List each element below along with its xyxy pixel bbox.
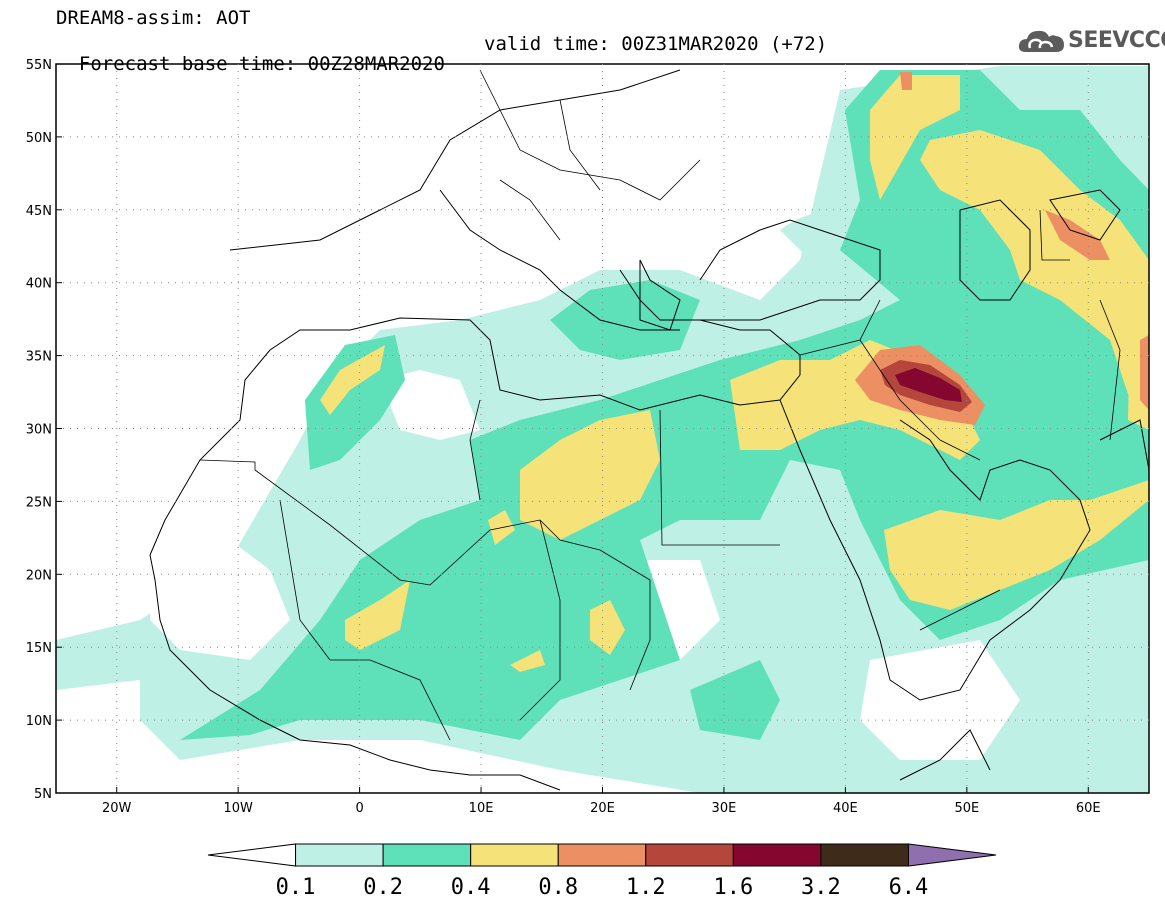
lon-label: 60E [1076, 801, 1101, 816]
colorbar-label: 0.2 [363, 875, 403, 900]
lat-label: 40N [26, 277, 52, 292]
grid-lines [56, 64, 1149, 793]
aot-field [56, 66, 1149, 793]
colorbar-cell [295, 843, 384, 867]
lon-label: 10W [223, 801, 253, 816]
colorbar-label: 1.6 [713, 875, 753, 900]
aot-level-1.6 [895, 368, 962, 402]
lat-label: 20N [26, 568, 52, 583]
lat-label: 30N [26, 423, 52, 438]
lat-label: 55N [26, 58, 52, 73]
lon-label: 10E [469, 801, 494, 816]
lon-label: 20E [590, 801, 615, 816]
lat-label: 25N [26, 495, 52, 510]
lon-label: 30E [712, 801, 737, 816]
colorbar-cell [732, 843, 822, 867]
lon-label: 40E [833, 801, 858, 816]
colorbar-labels: 0.1 0.2 0.4 0.8 1.2 1.6 3.2 6.4 [276, 875, 929, 900]
colorbar-label: 0.4 [451, 875, 491, 900]
lon-label: 50E [954, 801, 979, 816]
cloud-icon [1018, 30, 1064, 52]
colorbar-cell [207, 843, 297, 867]
logo-text: SEEVCCC [1068, 28, 1165, 53]
country-borders [199, 69, 1121, 741]
colorbar-label: 1.2 [626, 875, 666, 900]
lat-label: 45N [26, 204, 52, 219]
seevccc-logo: SEEVCCC [1018, 26, 1165, 56]
lat-label: 10N [26, 714, 52, 729]
colorbar-cell [470, 843, 559, 867]
colorbar-cell [382, 843, 472, 867]
colorbar-cell [820, 843, 909, 867]
colorbar-label: 6.4 [889, 875, 929, 900]
colorbar-label: 0.8 [538, 875, 578, 900]
lat-label: 35N [26, 350, 52, 365]
chart-title: DREAM8-assim: AOT [56, 7, 251, 29]
colorbar-label: 0.1 [276, 875, 316, 900]
colorbar-label: 3.2 [801, 875, 841, 900]
lon-label: 20W [102, 801, 132, 816]
lat-label: 5N [34, 787, 52, 802]
lat-label: 50N [26, 131, 52, 146]
colorbar-cells [207, 843, 997, 867]
coastlines [149, 69, 1149, 791]
colorbar-cell [557, 843, 647, 867]
lon-axis: 20W 10W 0 10E 20E 30E 40E 50E 60E [102, 787, 1101, 816]
valid-time: valid time: 00Z31MAR2020 (+72) [484, 33, 828, 55]
lon-label: 0 [355, 801, 363, 816]
lat-label: 15N [26, 641, 52, 656]
lat-axis: 55N 50N 45N 40N 35N 30N 25N 20N 15N 10N 5N [26, 58, 62, 802]
colorbar-cell [907, 843, 997, 867]
colorbar-cell [645, 843, 734, 867]
